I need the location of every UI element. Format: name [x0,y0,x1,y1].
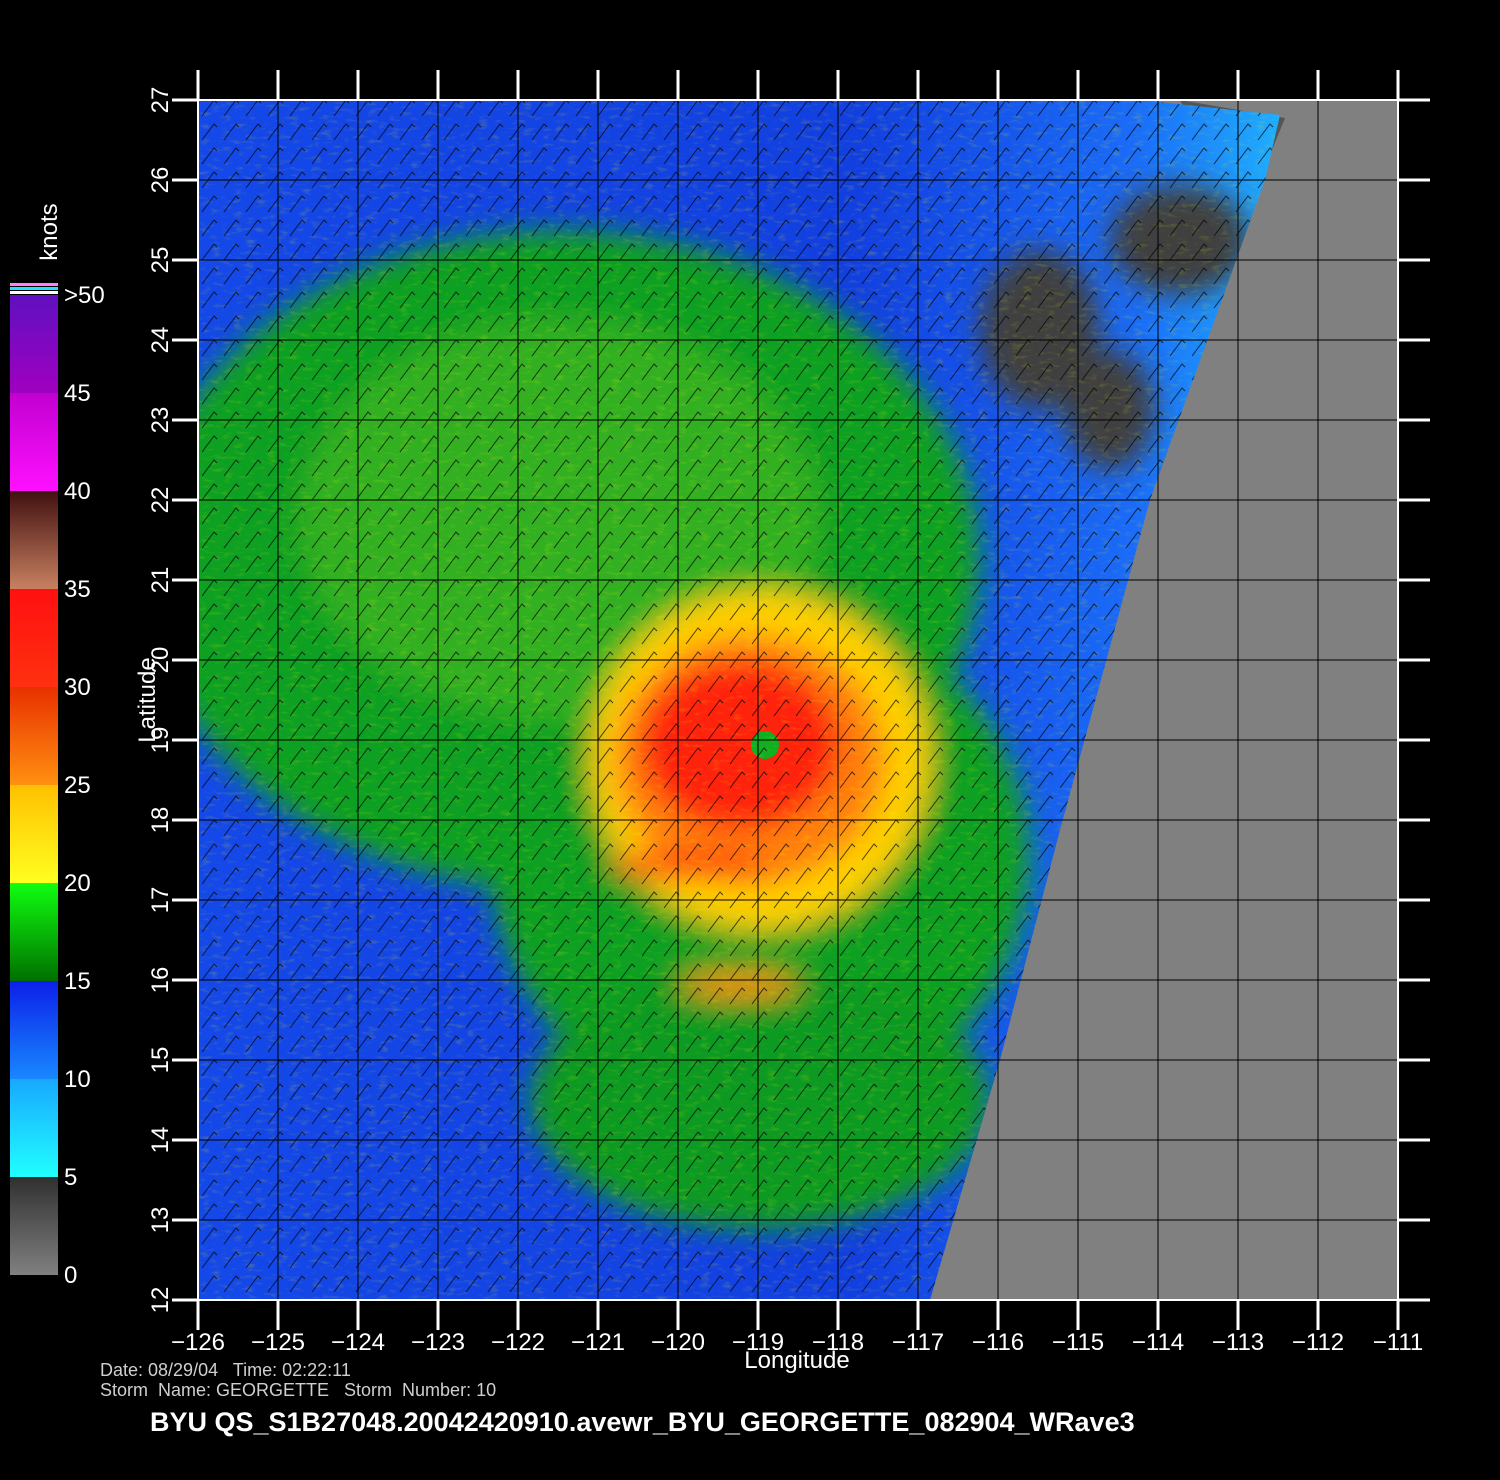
colorbar-segment [10,393,58,491]
x-tick-label: −112 [1292,1329,1344,1356]
info-line: Date: 08/29/04 Time: 02:22:11 [100,1360,351,1380]
y-tick-label: 19 [147,727,174,754]
colorbar-label: 25 [64,772,91,799]
colorbar-label: 5 [64,1164,77,1191]
colorbar-cap [10,291,58,294]
x-tick-label: −115 [1052,1329,1104,1356]
colorbar-label: 10 [64,1066,91,1093]
x-tick-label: −121 [571,1329,625,1356]
info-line: Storm Name: GEORGETTE Storm Number: 10 [100,1380,496,1400]
y-tick-label: 21 [147,567,174,594]
x-tick-label: −111 [1373,1329,1424,1356]
x-tick-label: −122 [491,1329,545,1356]
x-tick-label: −126 [171,1329,225,1356]
y-tick-label: 27 [147,87,174,114]
colorbar-label: 0 [64,1262,77,1289]
x-tick-label: −113 [1212,1329,1264,1356]
colorbar-segment [10,1177,58,1275]
x-tick-label: −114 [1132,1329,1184,1356]
x-axis-title: Longitude [744,1347,849,1374]
colorbar-segment [10,491,58,589]
x-tick-label: −124 [331,1329,385,1356]
colorbar-cap [10,287,58,290]
y-tick-label: 13 [147,1207,174,1234]
y-axis-title: Latitude [134,657,161,742]
colorbar-segment [10,589,58,687]
colorbar-label: >50 [64,282,105,309]
title: BYU QS_S1B27048.20042420910.avewr_BYU_GE… [150,1407,1135,1437]
y-tick-label: 15 [147,1047,174,1074]
plot-frame [197,99,1399,1301]
colorbar-label: 30 [64,674,91,701]
y-tick-label: 25 [147,247,174,274]
colorbar-segment [10,981,58,1079]
colorbar-cap [10,283,58,286]
y-tick-label: 23 [147,407,174,434]
colorbar-title: knots [36,203,63,260]
x-tick-label: −125 [251,1329,305,1356]
colorbar-label: 20 [64,870,91,897]
y-tick-label: 17 [147,887,174,914]
colorbar-label: 45 [64,380,91,407]
x-tick-label: −119 [732,1329,784,1356]
x-tick-label: −120 [651,1329,705,1356]
y-tick-label: 14 [147,1127,174,1154]
colorbar-label: 40 [64,478,91,505]
colorbar-segment [10,1079,58,1177]
y-tick-label: 16 [147,967,174,994]
y-tick-label: 12 [147,1287,174,1314]
x-tick-label: −116 [972,1329,1024,1356]
colorbar-segment [10,687,58,785]
y-tick-label: 22 [147,487,174,514]
colorbar-segment [10,785,58,883]
colorbar-label: 35 [64,576,91,603]
y-tick-label: 26 [147,167,174,194]
y-tick-label: 20 [147,647,174,674]
x-tick-label: −118 [812,1329,864,1356]
colorbar-segment [10,295,58,393]
y-tick-label: 18 [147,807,174,834]
x-tick-label: −117 [892,1329,944,1356]
y-tick-label: 24 [147,327,174,354]
colorbar-segment [10,883,58,981]
colorbar-label: 15 [64,968,91,995]
x-tick-label: −123 [411,1329,465,1356]
